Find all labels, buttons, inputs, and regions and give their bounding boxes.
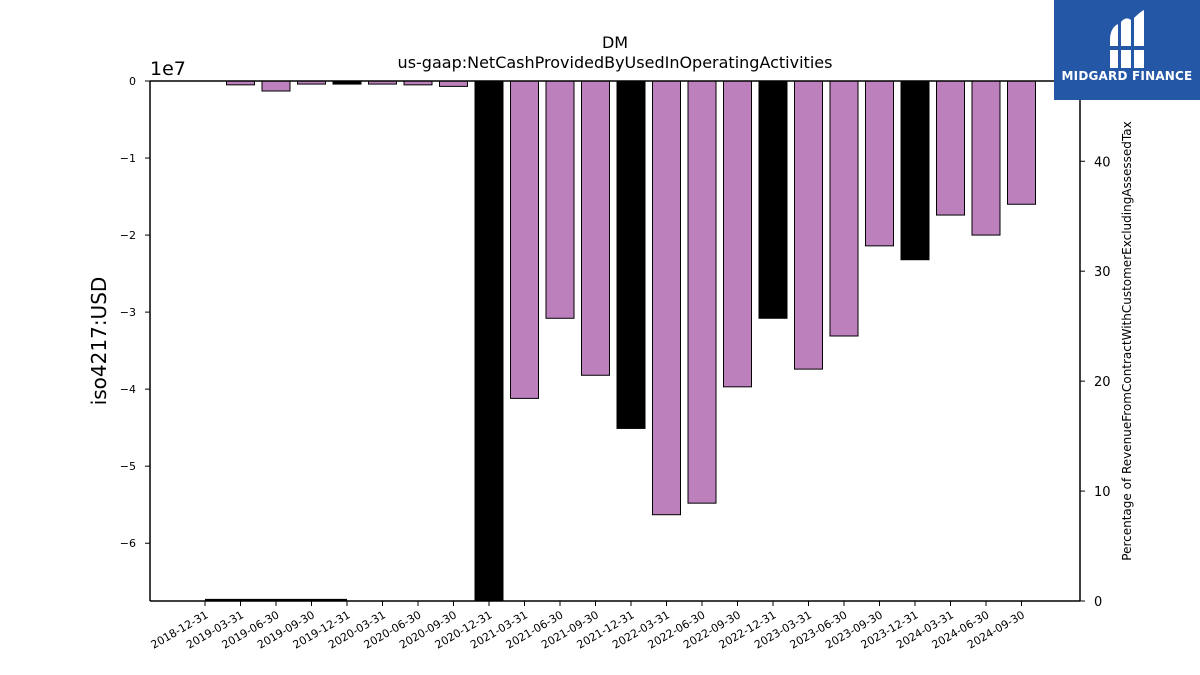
bar [616,80,646,429]
bar [758,80,788,319]
bar [865,80,894,247]
logo-text: MIDGARD FINANCE [1061,69,1193,83]
y2-axis-label: Percentage of RevenueFromContractWithCus… [1120,121,1134,560]
y-offset-label: 1e7 [150,58,186,80]
bars [226,80,1036,602]
bar [261,80,291,92]
y2-tick-label: 10 [1094,485,1111,500]
bar [545,80,575,319]
y2-tick-label: 20 [1094,375,1111,390]
y2-tick-label: 0 [1094,595,1102,610]
logo-mark-icon [1108,10,1146,68]
bar [1007,80,1036,205]
y-tick-label: −4 [120,383,136,396]
bar [652,80,681,516]
bar [971,80,1001,236]
bar [687,80,717,504]
bar [794,80,823,370]
y2-tick-label: 40 [1094,155,1111,170]
bar [510,80,539,399]
y-axis-label: iso4217:USD [87,277,111,406]
y2-tick-label: 30 [1094,265,1111,280]
y2-ticks: 0 10 20 30 40 [1080,155,1111,610]
y-tick-label: −2 [120,229,136,242]
y-tick-label: −1 [120,152,136,165]
y-tick-label: −5 [120,460,136,473]
bar [900,80,930,261]
bar [439,80,468,87]
chart-title: DM [602,33,628,52]
y-tick-label: −6 [120,537,136,550]
y-ticks: 0 −1 −2 −3 −4 −5 −6 [120,75,150,550]
y-tick-label: −3 [120,306,136,319]
y-tick-label: 0 [129,75,136,88]
bar [829,80,859,337]
chart-subtitle: us-gaap:NetCashProvidedByUsedInOperating… [398,53,833,72]
axes [149,80,1081,602]
midgard-finance-logo: MIDGARD FINANCE [1054,0,1200,100]
bar [936,80,965,216]
bar [723,80,752,388]
x-ticks: 2018-12-312019-03-312019-06-302019-09-30… [149,601,1027,652]
bar [581,80,610,376]
bar [474,80,504,602]
